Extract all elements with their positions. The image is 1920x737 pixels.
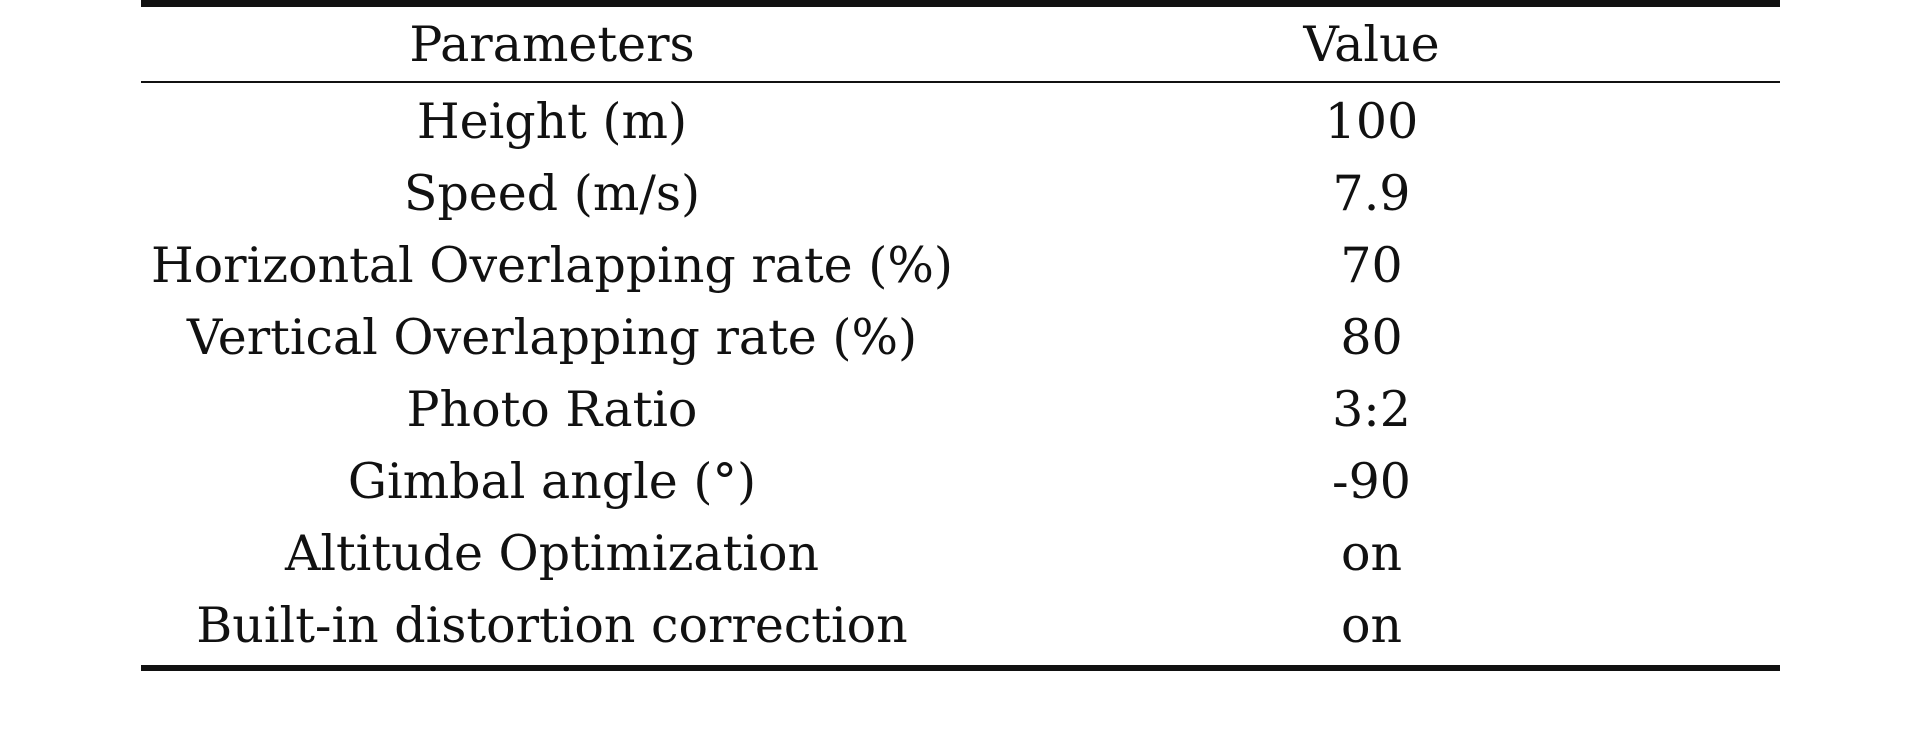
param-cell: Height (m) <box>416 92 688 150</box>
value-cell: on <box>1340 524 1403 582</box>
table-top-rule <box>141 0 1780 7</box>
param-cell: Horizontal Overlapping rate (%) <box>150 236 954 294</box>
table-row: Speed (m/s) 7.9 <box>141 157 1780 229</box>
table-row: Photo Ratio 3:2 <box>141 373 1780 445</box>
table-bottom-rule <box>141 665 1780 671</box>
header-parameters: Parameters <box>409 15 695 73</box>
param-cell: Photo Ratio <box>406 380 698 438</box>
table-row: Horizontal Overlapping rate (%) 70 <box>141 229 1780 301</box>
table-header-row: Parameters Value <box>141 7 1780 81</box>
table-body: Height (m) 100 Speed (m/s) 7.9 Horizonta… <box>141 83 1780 665</box>
param-cell: Built-in distortion correction <box>196 596 908 654</box>
value-cell: 100 <box>1324 92 1419 150</box>
table-row: Height (m) 100 <box>141 85 1780 157</box>
value-cell: on <box>1340 596 1403 654</box>
table-row: Built-in distortion correction on <box>141 589 1780 661</box>
value-cell: 70 <box>1340 236 1403 294</box>
value-cell: 3:2 <box>1332 380 1411 438</box>
table-row: Gimbal angle (°) -90 <box>141 445 1780 517</box>
param-cell: Vertical Overlapping rate (%) <box>186 308 918 366</box>
param-cell: Altitude Optimization <box>284 524 820 582</box>
table-row: Vertical Overlapping rate (%) 80 <box>141 301 1780 373</box>
param-cell: Gimbal angle (°) <box>347 452 757 510</box>
table-row: Altitude Optimization on <box>141 517 1780 589</box>
value-cell: 7.9 <box>1332 164 1411 222</box>
parameters-table: Parameters Value Height (m) 100 Speed (m… <box>141 0 1780 671</box>
header-value: Value <box>1303 15 1440 73</box>
table-header-rule <box>141 81 1780 83</box>
param-cell: Speed (m/s) <box>403 164 701 222</box>
value-cell: -90 <box>1332 452 1411 510</box>
value-cell: 80 <box>1340 308 1403 366</box>
